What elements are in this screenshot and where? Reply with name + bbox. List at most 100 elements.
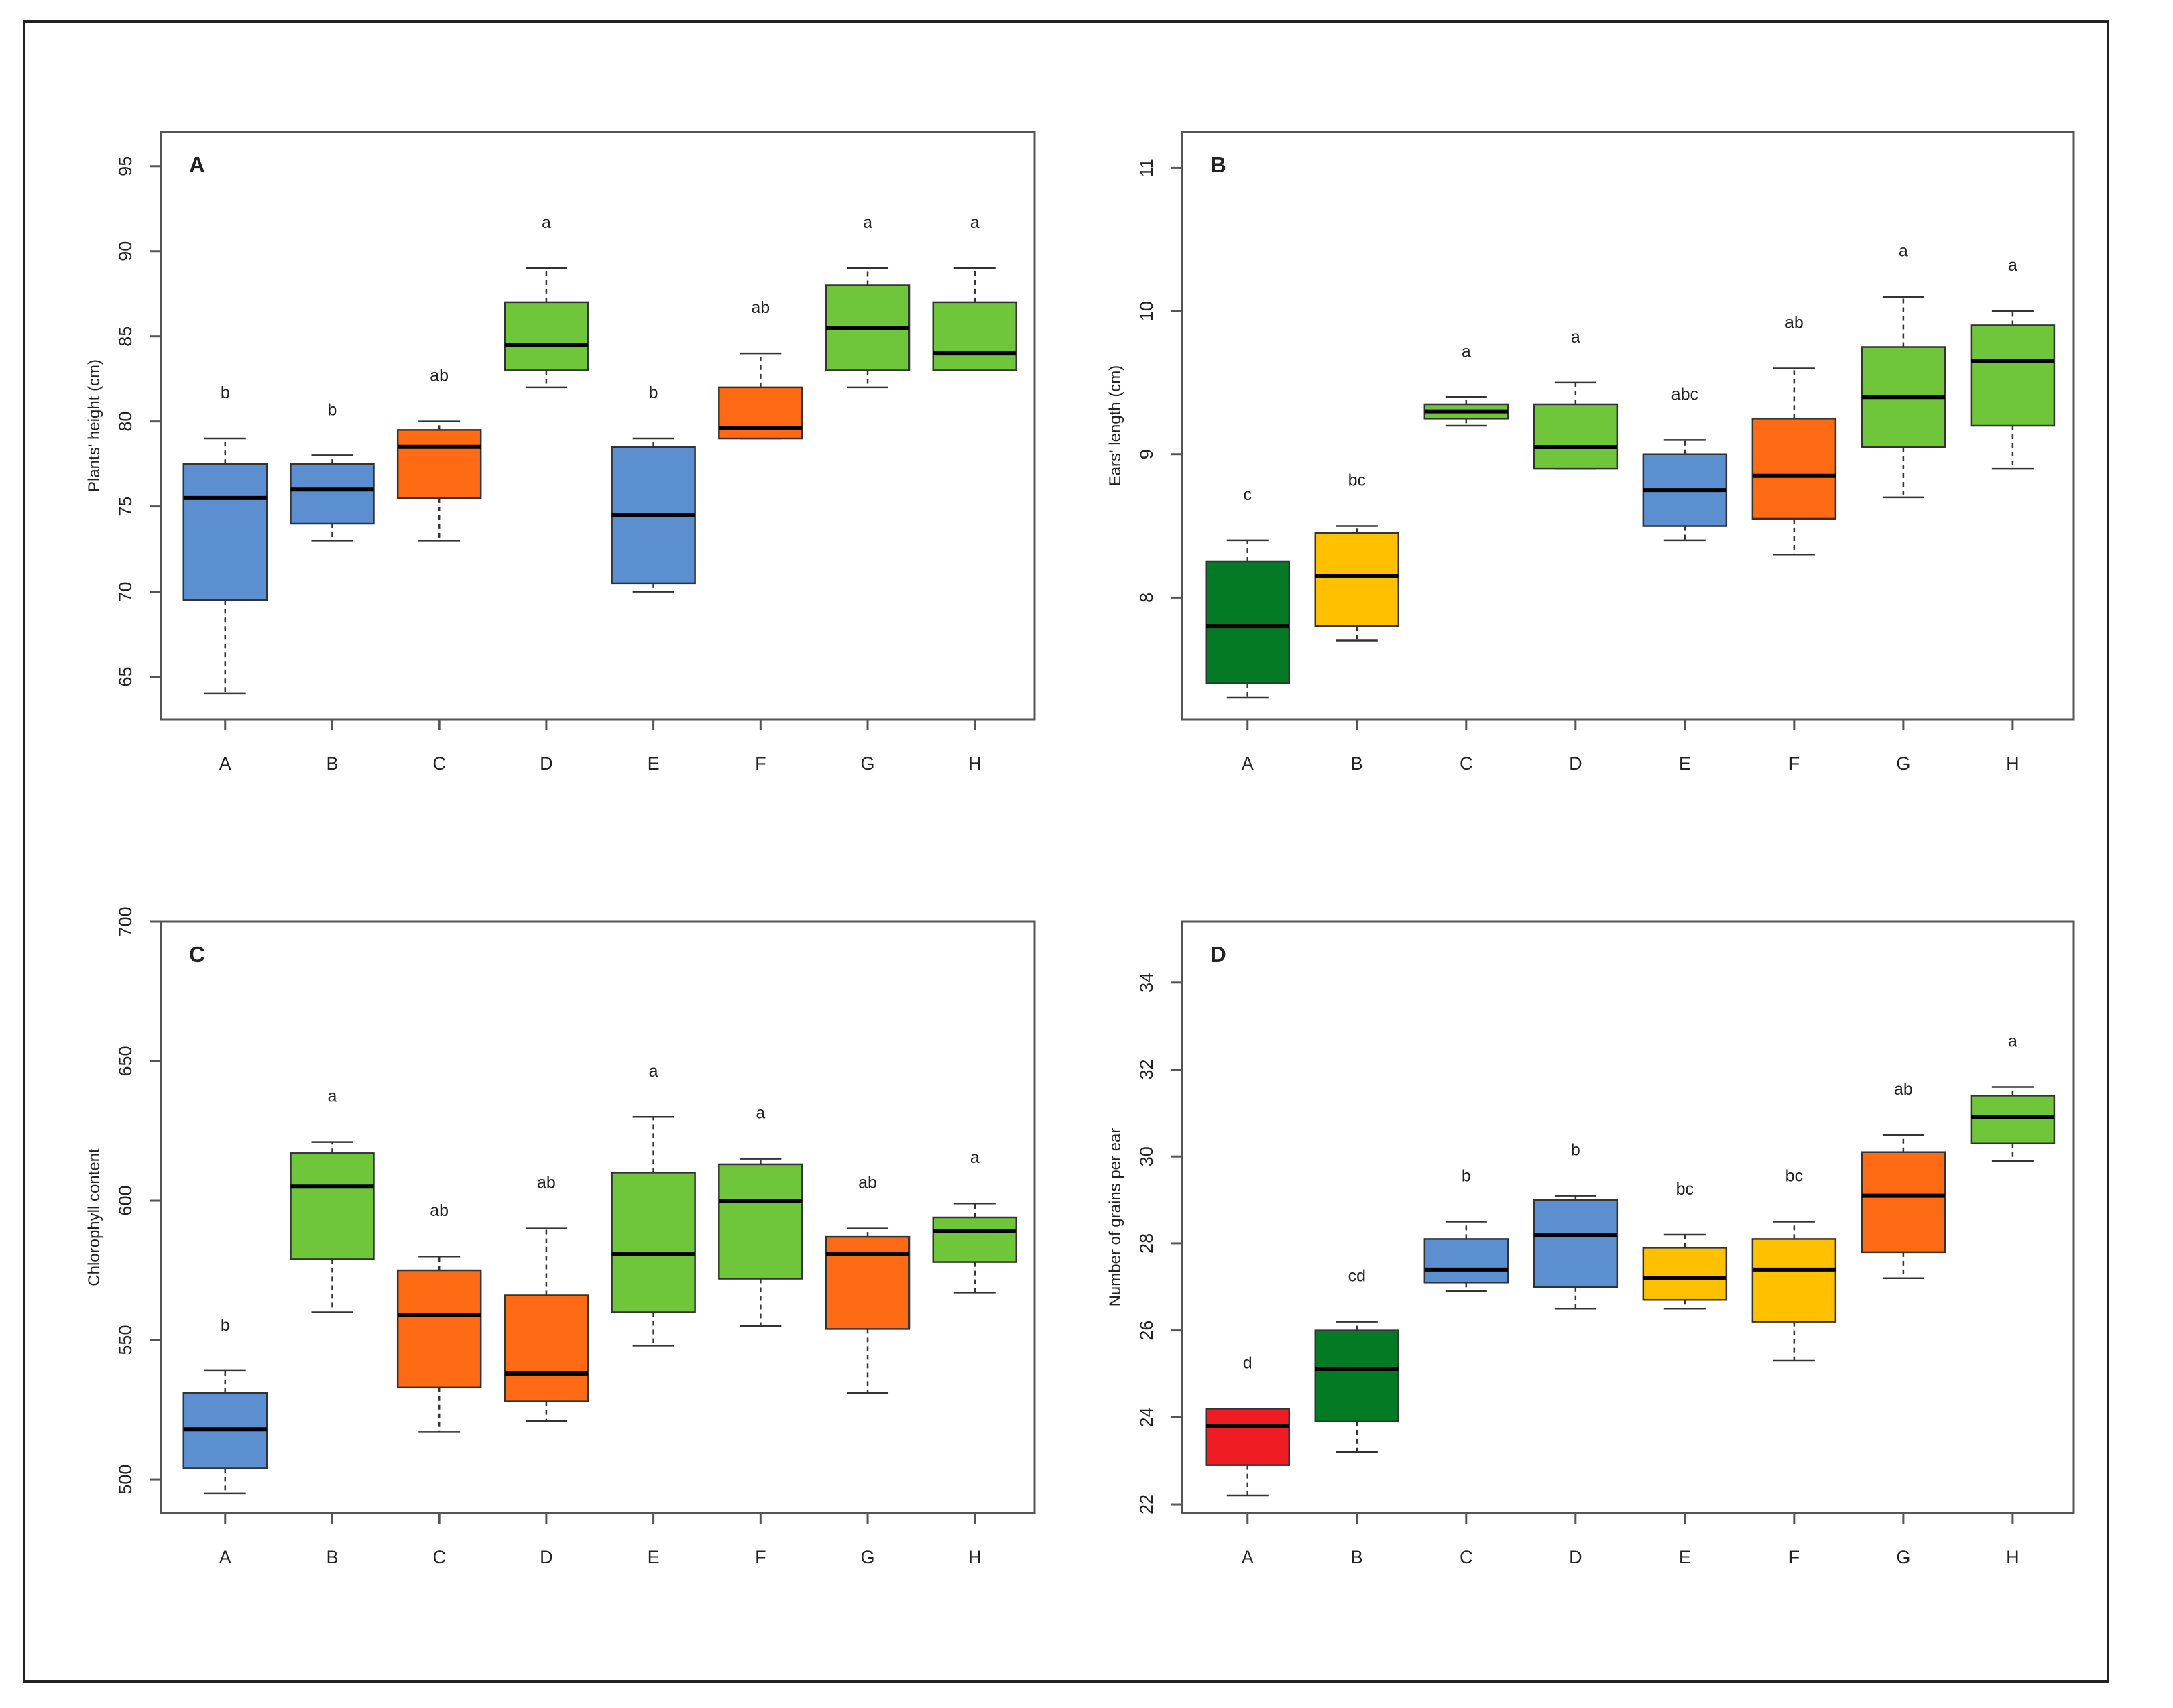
- box-c: [1423, 1238, 1509, 1284]
- significance-letter: a: [1462, 342, 1471, 361]
- box-b: [1314, 532, 1400, 627]
- y-axis-label: Number of grains per ear: [1106, 1128, 1124, 1307]
- chart-panel-a: A 65 70 75 80 85 90 95 Plants' height (cm) A B C D E F…: [85, 131, 1036, 774]
- significance-letter: b: [328, 400, 337, 419]
- y-tick-label: 8: [1136, 593, 1157, 603]
- y-tick-label: 24: [1136, 1407, 1157, 1427]
- box-h: [1970, 1095, 2056, 1144]
- panel-label: C: [189, 942, 205, 967]
- significance-letter: a: [2008, 1032, 2017, 1050]
- x-tick-label: D: [1569, 753, 1582, 774]
- x-tick-label: G: [861, 753, 875, 774]
- y-tick-label: 500: [115, 1465, 135, 1495]
- chart-panel-c: C 500 550 600 650 700 Chlorophyll content A B C D E…: [85, 906, 1036, 1567]
- box-d: [504, 301, 589, 371]
- box-b: [290, 463, 375, 525]
- x-tick-label: H: [2006, 1547, 2019, 1567]
- y-tick-label: 26: [1136, 1321, 1157, 1341]
- x-tick-label: D: [1569, 1547, 1582, 1567]
- x-tick-label: A: [219, 1547, 231, 1567]
- y-tick-label: 34: [1136, 973, 1157, 993]
- significance-letter: ab: [751, 298, 770, 317]
- x-tick-label: F: [1789, 1547, 1800, 1567]
- significance-letter: ab: [537, 1174, 556, 1193]
- x-tick-label: C: [1460, 753, 1473, 774]
- y-tick-label: 75: [115, 497, 135, 517]
- x-tick-label: A: [219, 753, 231, 774]
- significance-letter: bc: [1785, 1166, 1803, 1185]
- box-f: [1751, 418, 1837, 520]
- y-tick-label: 80: [115, 412, 135, 432]
- significance-letter: a: [542, 213, 551, 232]
- box-h: [932, 301, 1017, 371]
- x-tick-label: E: [648, 1547, 660, 1567]
- significance-letter: ab: [430, 1201, 449, 1220]
- box-c: [396, 1269, 482, 1389]
- box-f: [1751, 1238, 1837, 1323]
- box-b: [290, 1152, 375, 1260]
- box-d: [1533, 403, 1619, 470]
- x-tick-label: F: [755, 1547, 766, 1567]
- y-tick-label: 11: [1136, 158, 1157, 177]
- y-tick-label: 550: [115, 1325, 135, 1355]
- x-tick-label: A: [1242, 1547, 1254, 1567]
- box-h: [1970, 324, 2056, 427]
- x-tick-label: B: [326, 1547, 338, 1567]
- panel-label: D: [1210, 942, 1226, 967]
- y-tick-label: 22: [1136, 1494, 1157, 1514]
- box-b: [1314, 1329, 1400, 1423]
- y-tick-label: 10: [1136, 301, 1157, 321]
- significance-letter: bc: [1676, 1180, 1694, 1199]
- x-tick-label: H: [968, 1547, 982, 1567]
- x-tick-label: B: [1351, 753, 1363, 774]
- box-d: [1533, 1199, 1619, 1288]
- box-f: [718, 1163, 803, 1280]
- box-e: [1642, 1247, 1728, 1301]
- significance-letter: ab: [430, 367, 449, 385]
- significance-letter: b: [221, 383, 230, 402]
- figure-frame: [23, 20, 2109, 1683]
- x-tick-label: G: [1896, 1547, 1910, 1567]
- x-tick-label: H: [2006, 753, 2019, 774]
- box-h: [932, 1216, 1017, 1263]
- y-tick-label: 650: [115, 1046, 135, 1076]
- box-c: [396, 429, 482, 499]
- y-tick-label: 65: [115, 666, 135, 686]
- x-tick-label: H: [968, 753, 982, 774]
- significance-letter: a: [970, 213, 980, 232]
- significance-letter: b: [1462, 1166, 1471, 1185]
- box-g: [825, 1235, 911, 1330]
- significance-letter: a: [328, 1087, 337, 1106]
- box-d: [504, 1294, 589, 1402]
- x-tick-label: B: [326, 753, 338, 774]
- y-tick-label: 700: [115, 906, 135, 936]
- significance-letter: a: [2008, 256, 2017, 275]
- box-a: [1205, 560, 1291, 684]
- significance-letter: a: [970, 1148, 980, 1167]
- box-a: [182, 463, 268, 601]
- x-tick-label: B: [1351, 1547, 1363, 1567]
- y-tick-label: 95: [115, 156, 135, 176]
- x-tick-label: F: [755, 753, 766, 774]
- y-tick-label: 90: [115, 241, 135, 261]
- plot-frame: [160, 131, 1036, 721]
- y-axis-label: Ears' length (cm): [1106, 365, 1124, 487]
- significance-letter: cd: [1348, 1267, 1366, 1286]
- x-tick-label: E: [1679, 753, 1691, 774]
- chart-panel-d: D 22 24 26 28 30 32 34 Number of grains per ear A…: [1106, 920, 2075, 1567]
- x-tick-label: C: [1460, 1547, 1473, 1567]
- x-tick-label: A: [1242, 753, 1254, 774]
- y-tick-label: 28: [1136, 1233, 1157, 1254]
- significance-letter: ab: [1785, 314, 1804, 332]
- y-tick-label: 85: [115, 326, 135, 347]
- significance-letter: b: [1571, 1141, 1580, 1160]
- significance-letter: ab: [1894, 1080, 1913, 1099]
- significance-letter: abc: [1671, 385, 1698, 404]
- x-tick-label: C: [432, 1547, 446, 1567]
- significance-letter: bc: [1348, 471, 1366, 490]
- x-tick-label: E: [648, 753, 660, 774]
- significance-letter: a: [1571, 328, 1580, 347]
- y-axis-label: Plants' height (cm): [85, 359, 103, 492]
- significance-letter: a: [649, 1062, 658, 1081]
- box-g: [1861, 1151, 1946, 1254]
